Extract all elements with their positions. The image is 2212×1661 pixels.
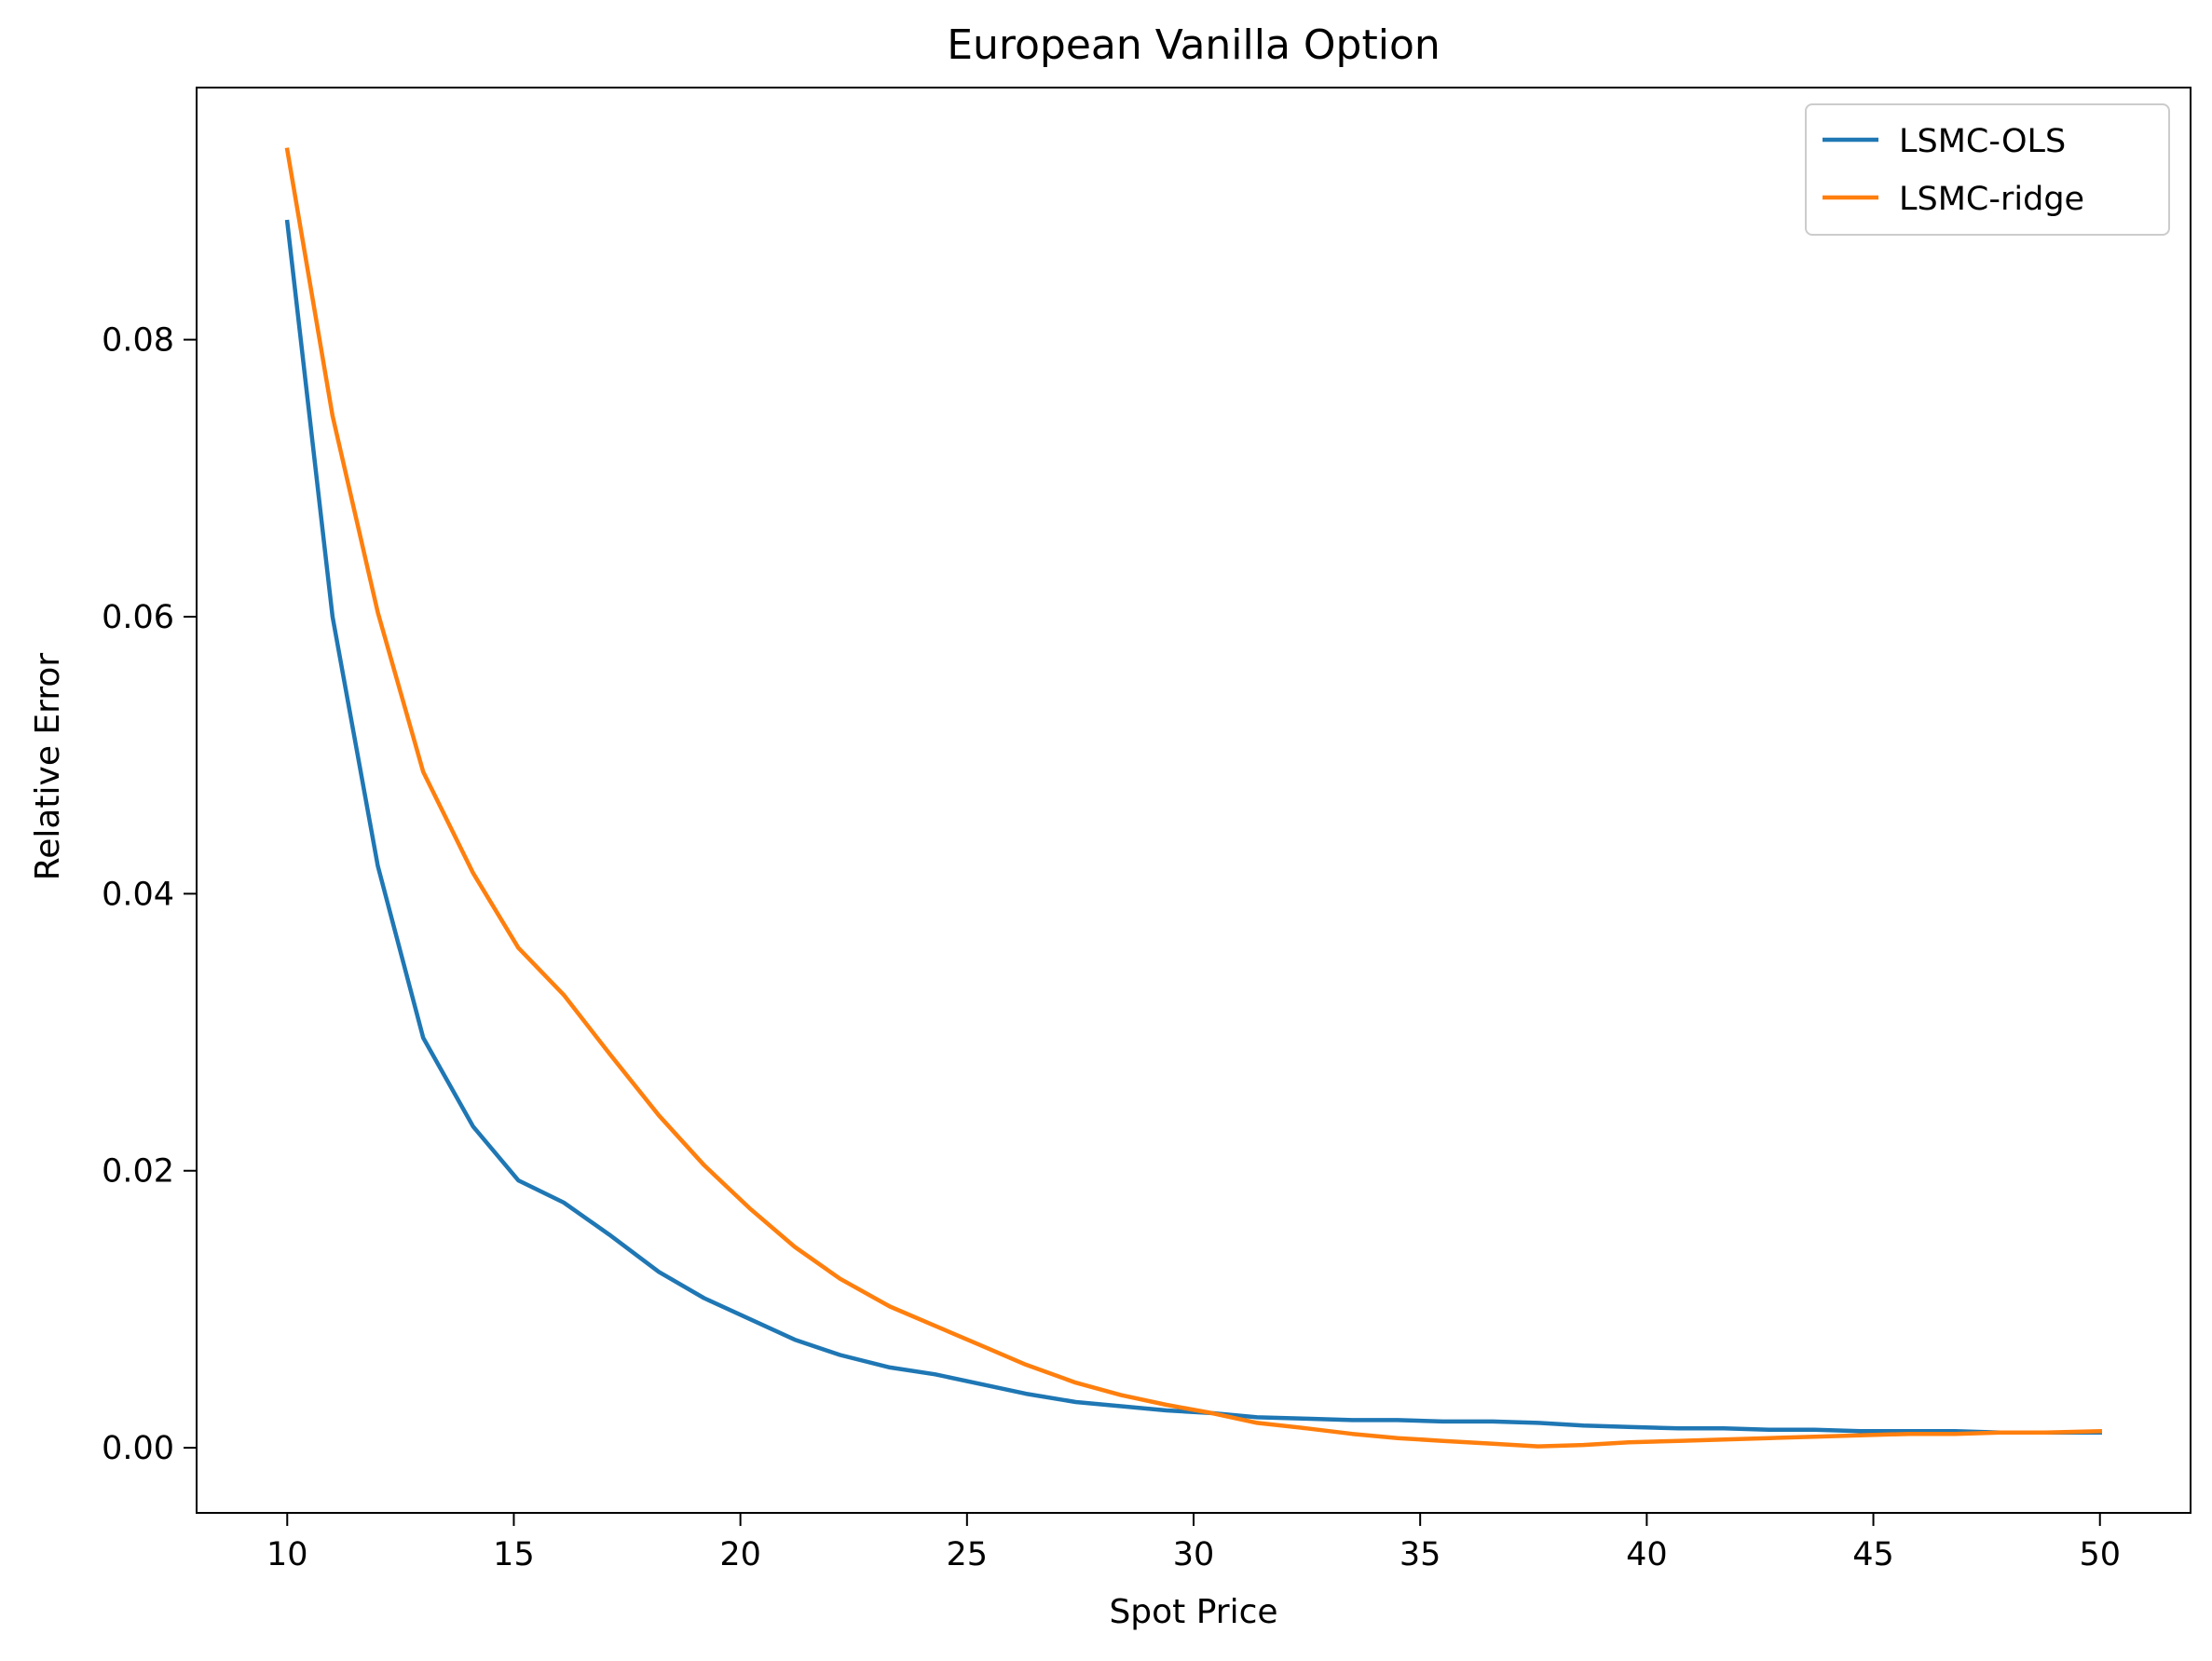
x-tick-label: 20 bbox=[719, 1536, 761, 1573]
plot-area: 10 15 20 25 30 35 40 45 50 0.00 0.02 0.04 0.06 0.08 bbox=[102, 87, 2192, 1573]
legend-label: LSMC-OLS bbox=[1899, 123, 2066, 160]
x-tick-label: 35 bbox=[1400, 1536, 1441, 1573]
x-tick-label: 10 bbox=[266, 1536, 308, 1573]
legend-label: LSMC-ridge bbox=[1899, 181, 2084, 218]
legend-box bbox=[1805, 103, 2170, 236]
y-tick-label: 0.04 bbox=[102, 876, 174, 913]
x-tick-label: 30 bbox=[1173, 1536, 1215, 1573]
x-axis-label: Spot Price bbox=[1109, 1593, 1277, 1631]
y-tick-label: 0.06 bbox=[102, 599, 174, 636]
x-tick-label: 45 bbox=[1852, 1536, 1894, 1573]
x-tick-label: 15 bbox=[493, 1536, 535, 1573]
series-line-lsmc-ols bbox=[284, 219, 2102, 1436]
y-axis-label: Relative Error bbox=[29, 653, 67, 881]
x-tick-label: 25 bbox=[947, 1536, 989, 1573]
y-tick-label: 0.08 bbox=[102, 322, 174, 360]
y-tick-label: 0.02 bbox=[102, 1153, 174, 1191]
x-tick-label: 40 bbox=[1626, 1536, 1668, 1573]
series-line-lsmc-ridge bbox=[284, 147, 2103, 1449]
chart-title: European Vanilla Option bbox=[947, 21, 1441, 69]
legend: LSMC-OLS LSMC-ridge bbox=[1805, 103, 2170, 236]
x-tick-label: 50 bbox=[2079, 1536, 2121, 1573]
y-tick-label: 0.00 bbox=[102, 1430, 174, 1467]
